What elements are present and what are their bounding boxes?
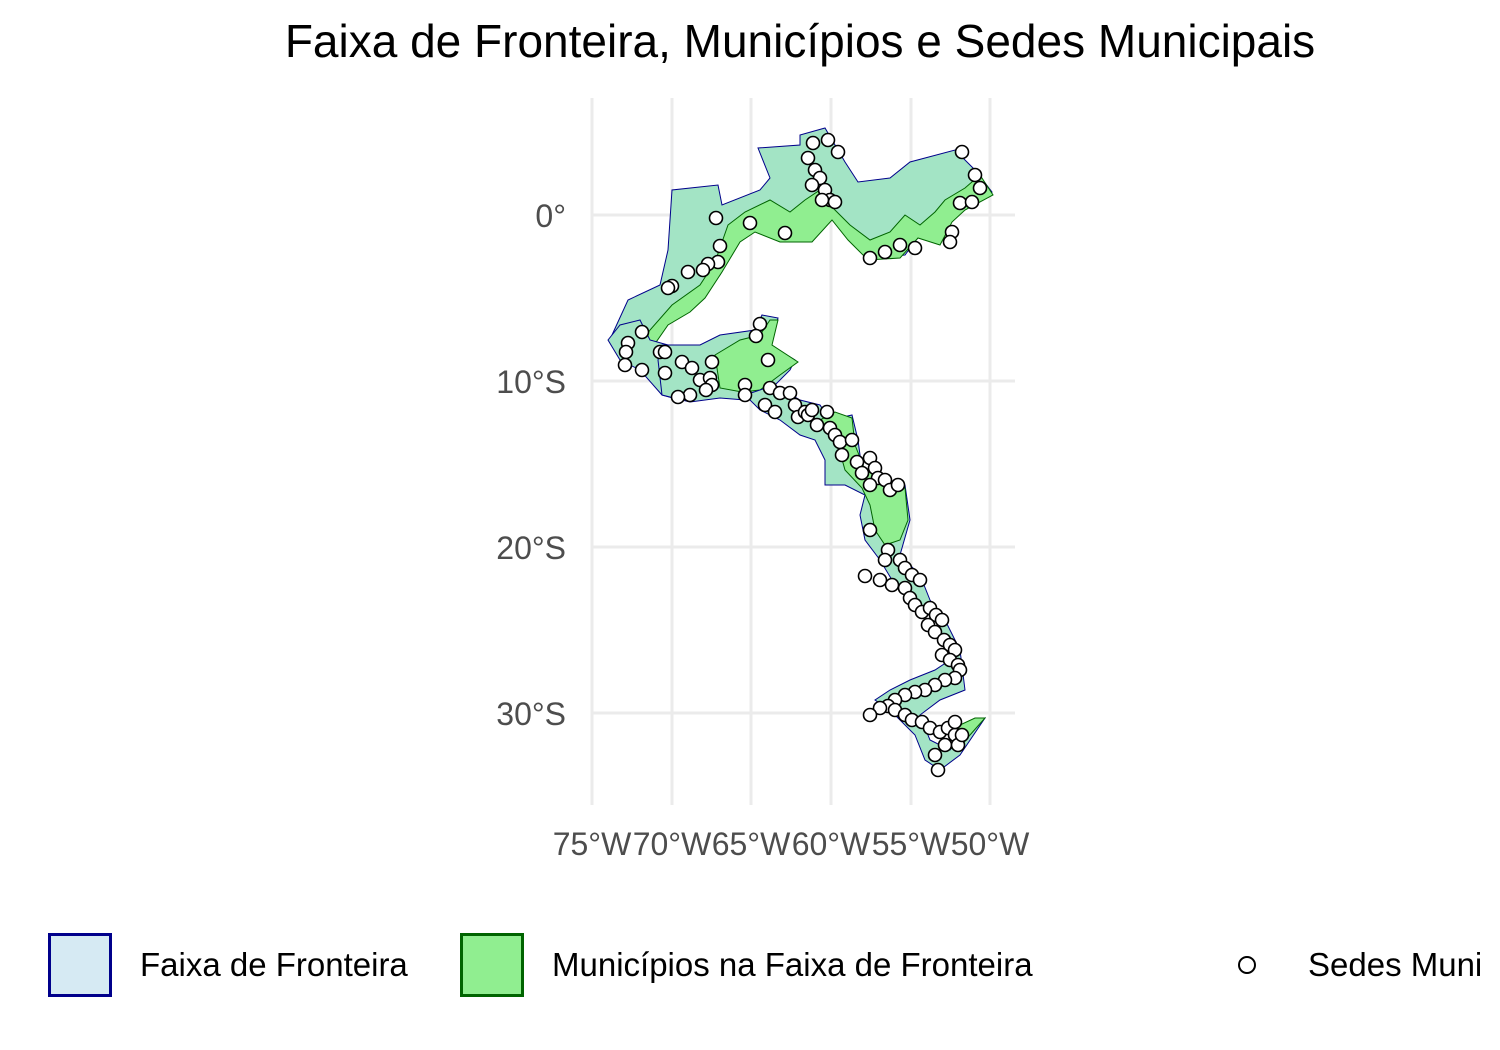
- sede-municipal-point: [927, 624, 943, 640]
- sede-municipal-point: [660, 280, 676, 296]
- sede-municipal-point: [947, 714, 963, 730]
- sede-municipal-point: [737, 387, 753, 403]
- map-title-wrap: Faixa de Fronteira, Municípios e Sedes M…: [100, 14, 1500, 68]
- sede-municipal-point: [809, 417, 825, 433]
- sede-municipal-point: [954, 144, 970, 160]
- legend-label-faixa: Faixa de Fronteira: [140, 946, 408, 983]
- sede-municipal-point: [712, 238, 728, 254]
- legend-item-sedes: Sedes Muni: [1238, 930, 1482, 1000]
- legend-swatch-faixa: [48, 933, 112, 997]
- sede-municipal-point: [695, 262, 711, 278]
- x-tick-label-60w: 60°W: [792, 826, 871, 862]
- sede-municipal-point: [942, 234, 958, 250]
- x-tick-label-50w: 50°W: [951, 826, 1030, 862]
- sede-municipal-point: [752, 316, 768, 332]
- sede-municipal-point: [819, 404, 835, 420]
- legend: Faixa de Fronteira Municípios na Faixa d…: [0, 930, 1500, 1020]
- sede-municipal-point: [964, 194, 980, 210]
- sede-municipal-point: [698, 382, 714, 398]
- sede-municipal-point: [862, 522, 878, 538]
- sede-municipal-point: [657, 365, 673, 381]
- sede-municipal-point: [680, 264, 696, 280]
- legend-label-sedes: Sedes Muni: [1308, 946, 1483, 983]
- sede-municipal-point: [742, 215, 758, 231]
- x-tick-label-70w: 70°W: [633, 826, 712, 862]
- x-tick-label-65w: 65°W: [712, 826, 791, 862]
- sede-municipal-point: [834, 447, 850, 463]
- legend-label-municipios: Municípios na Faixa de Fronteira: [552, 946, 1033, 983]
- sede-municipal-point: [704, 354, 720, 370]
- sede-municipal-point: [927, 747, 943, 763]
- sede-municipal-point: [657, 344, 673, 360]
- sede-municipal-point: [757, 397, 773, 413]
- sede-municipal-point: [670, 389, 686, 405]
- y-tick-label-30s: 30°S: [496, 696, 566, 732]
- sede-municipal-point: [767, 404, 783, 420]
- sede-municipal-point: [862, 250, 878, 266]
- map-title: Faixa de Fronteira, Municípios e Sedes M…: [284, 15, 1316, 67]
- sede-municipal-point: [814, 192, 830, 208]
- sede-municipal-point: [832, 434, 848, 450]
- legend-point-sedes: [1238, 956, 1256, 974]
- sede-municipal-point: [937, 737, 953, 753]
- y-tick-label-10s: 10°S: [496, 364, 566, 400]
- sede-municipal-point: [952, 195, 968, 211]
- municipios-north: [633, 174, 994, 353]
- sede-municipal-point: [890, 477, 906, 493]
- sede-municipal-point: [830, 144, 846, 160]
- sede-municipal-point: [634, 362, 650, 378]
- sede-municipal-point: [912, 572, 928, 588]
- sede-municipal-point: [682, 387, 698, 403]
- sede-municipal-point: [972, 180, 988, 196]
- sede-municipal-point: [820, 132, 836, 148]
- sede-municipal-point: [854, 465, 870, 481]
- sede-municipal-point: [907, 240, 923, 256]
- sede-municipal-point: [708, 210, 724, 226]
- sede-municipal-point: [934, 612, 950, 628]
- sede-municipal-point: [892, 237, 908, 253]
- sede-municipal-point: [804, 177, 820, 193]
- sede-municipal-point: [862, 477, 878, 493]
- sede-municipal-point: [805, 135, 821, 151]
- legend-item-municipios: Municípios na Faixa de Fronteira: [460, 930, 1033, 1000]
- sedes-municipais-points: [617, 132, 988, 778]
- sede-municipal-point: [844, 432, 860, 448]
- sede-municipal-point: [748, 328, 764, 344]
- sede-municipal-point: [872, 700, 888, 716]
- sede-municipal-point: [684, 360, 700, 376]
- sede-municipal-point: [777, 225, 793, 241]
- sede-municipal-point: [782, 385, 798, 401]
- sede-municipal-point: [827, 194, 843, 210]
- sede-municipal-point: [967, 167, 983, 183]
- x-tick-label-55w: 55°W: [872, 826, 951, 862]
- sede-municipal-point: [760, 352, 776, 368]
- sede-municipal-point: [954, 727, 970, 743]
- y-tick-label-0: 0°: [535, 198, 566, 234]
- sede-municipal-point: [872, 572, 888, 588]
- y-tick-label-20s: 20°S: [496, 530, 566, 566]
- sede-municipal-point: [634, 324, 650, 340]
- sede-municipal-point: [884, 577, 900, 593]
- faixa-fronteira-north: [611, 127, 993, 361]
- x-tick-label-75w: 75°W: [553, 826, 632, 862]
- sede-municipal-point: [930, 762, 946, 778]
- sede-municipal-point: [800, 150, 816, 166]
- sede-municipal-point: [804, 402, 820, 418]
- sede-municipal-point: [877, 552, 893, 568]
- sede-municipal-point: [862, 707, 878, 723]
- sede-municipal-point: [857, 568, 873, 584]
- sede-municipal-point: [618, 344, 634, 360]
- sede-municipal-point: [617, 357, 633, 373]
- legend-item-faixa: Faixa de Fronteira: [48, 930, 408, 1000]
- sede-municipal-point: [877, 244, 893, 260]
- legend-swatch-municipios: [460, 933, 524, 997]
